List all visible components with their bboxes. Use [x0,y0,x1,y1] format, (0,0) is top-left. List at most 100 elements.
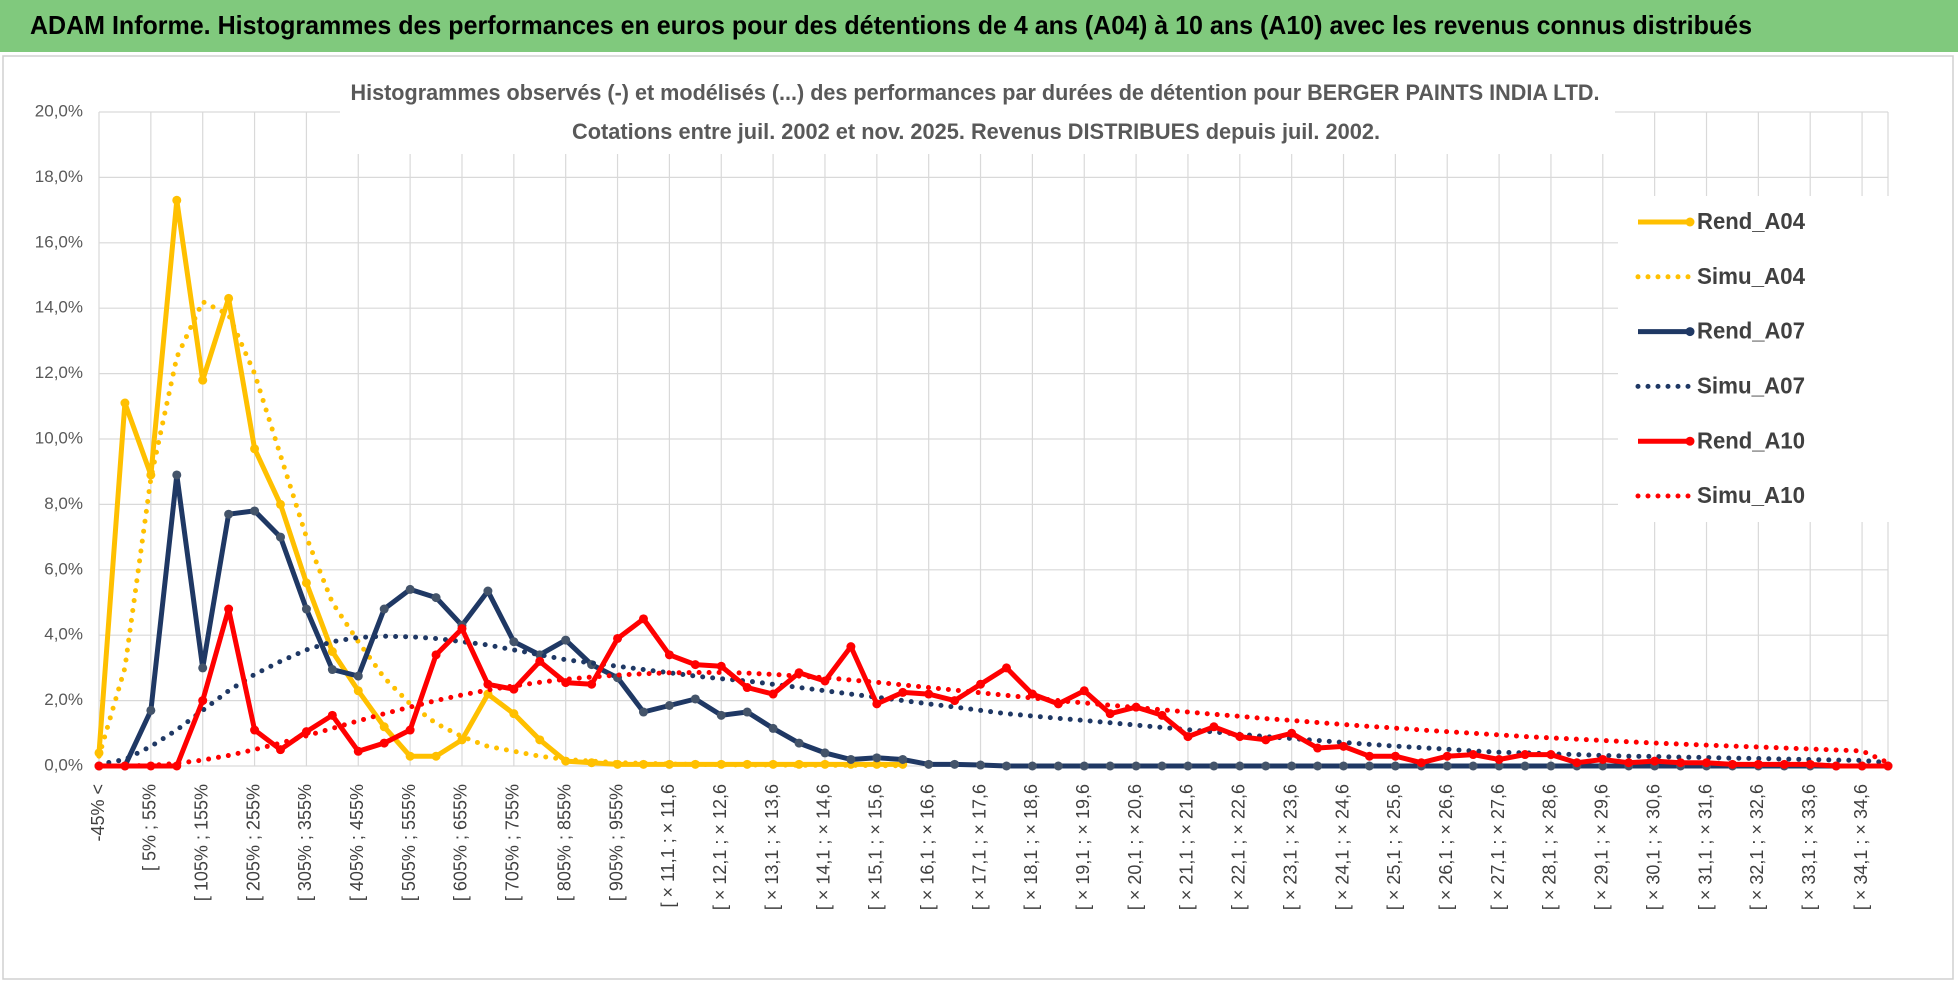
data-point [846,642,856,652]
data-point [405,751,415,761]
y-tick-label: 12,0% [35,363,83,382]
series-line [96,298,906,769]
x-tick-label: [ × 16,1 ; × 16,6 [917,784,937,910]
x-tick-label: [ × 14,1 ; × 14,6 [814,784,834,910]
data-point [250,725,260,735]
data-point [535,656,545,666]
data-point [690,694,700,704]
data-point [1546,761,1556,771]
data-point [742,707,752,717]
data-point [1468,750,1478,760]
data-point [353,686,363,696]
data-point [1313,743,1323,753]
data-point [405,584,415,594]
data-point [483,679,493,689]
x-tick-label: [ 5% ; 55% [140,784,160,871]
data-point [1235,732,1245,742]
data-point [1520,761,1530,771]
data-point [301,578,311,588]
data-point [120,761,130,771]
legend-marker [1685,436,1695,446]
data-point [664,701,674,711]
data-point [950,696,960,706]
data-point [1079,761,1089,771]
data-point [1287,761,1297,771]
data-point [275,532,285,542]
x-tick-label: [ × 29,1 ; × 29,6 [1592,784,1612,910]
data-point [1831,761,1841,771]
data-point [664,650,674,660]
data-point [379,722,389,732]
title-bg [340,74,1615,154]
y-tick-label: 8,0% [44,494,83,513]
x-tick-label: -45% < [88,784,108,842]
chart-subtitle: Cotations entre juil. 2002 et nov. 2025.… [572,119,1380,144]
x-tick-label: [ 105% ; 155% [191,784,211,901]
data-point [327,665,337,675]
data-point [1416,758,1426,768]
data-point [275,499,285,509]
data-point [1339,761,1349,771]
data-point [976,760,986,770]
data-point [301,727,311,737]
data-point [1753,759,1763,769]
data-point [690,660,700,670]
chart-title: Histogrammes observés (-) et modélisés (… [351,80,1600,105]
legend-marker [1685,217,1695,227]
x-tick-label: [ × 27,1 ; × 27,6 [1488,784,1508,910]
x-tick-label: [ × 32,1 ; × 32,6 [1747,784,1767,910]
data-point [924,689,934,699]
data-point [1339,741,1349,751]
data-point [379,738,389,748]
series-line [99,472,1888,769]
legend-label: Simu_A07 [1697,372,1805,398]
data-point [1105,761,1115,771]
data-point [1364,761,1374,771]
legend-bg [1618,196,1890,522]
data-point [1235,761,1245,771]
data-point [1183,761,1193,771]
y-tick-label: 10,0% [35,428,83,447]
data-point [1313,761,1323,771]
data-point [353,671,363,681]
legend-label: Simu_A10 [1697,482,1805,508]
data-point [1209,722,1219,732]
data-point [1287,728,1297,738]
data-point [846,754,856,764]
x-tick-label: [ × 11,1 ; × 11,6 [658,784,678,907]
data-point [976,679,986,689]
x-tick-label: [ × 23,1 ; × 23,6 [1280,784,1300,910]
data-point [1027,689,1037,699]
data-point [794,738,804,748]
x-tick-label: [ 305% ; 355% [295,784,315,901]
y-tick-label: 0,0% [44,755,83,774]
data-point [301,604,311,614]
data-point [1857,761,1867,771]
y-tick-label: 16,0% [35,232,83,251]
data-point [1157,761,1167,771]
data-point [613,633,623,643]
data-point [224,509,234,519]
data-point [146,705,156,715]
data-point [224,293,234,303]
data-point [535,735,545,745]
data-point [716,661,726,671]
header-bar [0,0,1958,52]
x-tick-label: [ × 30,1 ; × 30,6 [1643,784,1663,910]
legend-label: Simu_A04 [1697,263,1805,289]
x-tick-label: [ × 25,1 ; × 25,6 [1384,784,1404,910]
data-point [431,593,441,603]
labels: Histogrammes observés (-) et modélisés (… [35,80,1871,910]
data-point [1572,758,1582,768]
data-point [1494,754,1504,764]
data-point [820,748,830,758]
x-tick-label: [ 905% ; 955% [606,784,626,901]
legend-marker [1685,327,1695,337]
data-point [768,723,778,733]
data-point [250,506,260,516]
data-point [1624,758,1634,768]
data-point [1027,761,1037,771]
data-point [950,759,960,769]
data-point [561,635,571,645]
